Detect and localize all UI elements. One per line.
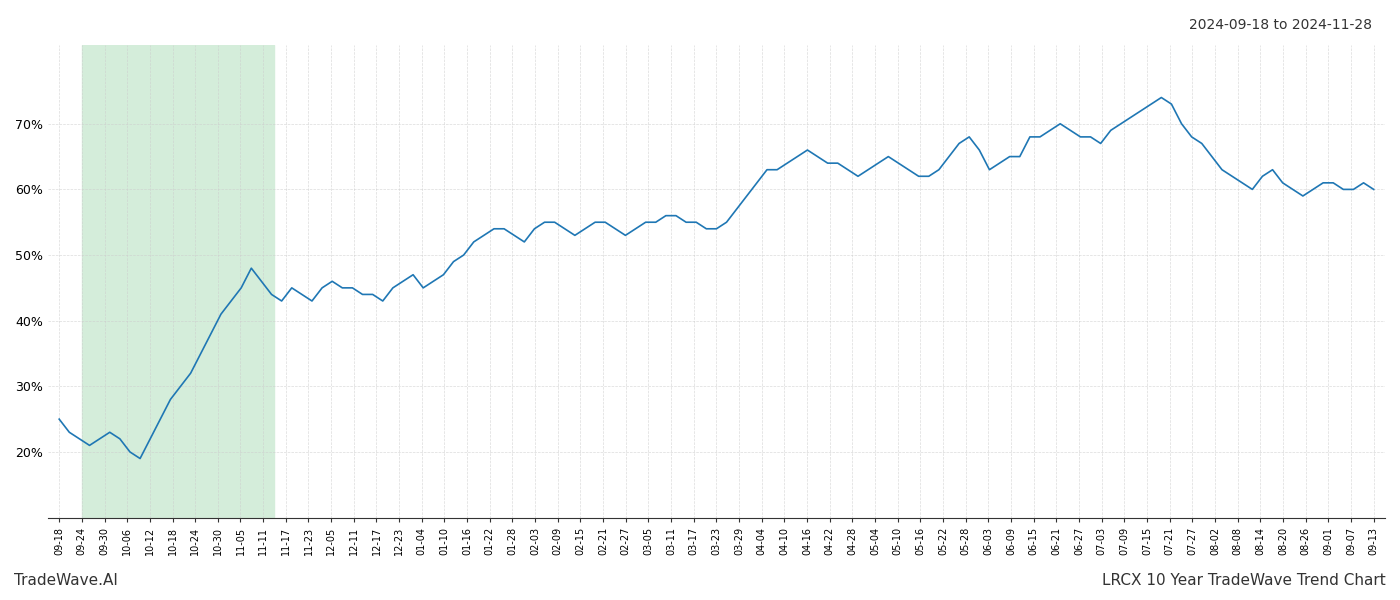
Bar	[81, 45, 274, 518]
Text: TradeWave.AI: TradeWave.AI	[14, 573, 118, 588]
Text: LRCX 10 Year TradeWave Trend Chart: LRCX 10 Year TradeWave Trend Chart	[1102, 573, 1386, 588]
Text: 2024-09-18 to 2024-11-28: 2024-09-18 to 2024-11-28	[1189, 18, 1372, 32]
